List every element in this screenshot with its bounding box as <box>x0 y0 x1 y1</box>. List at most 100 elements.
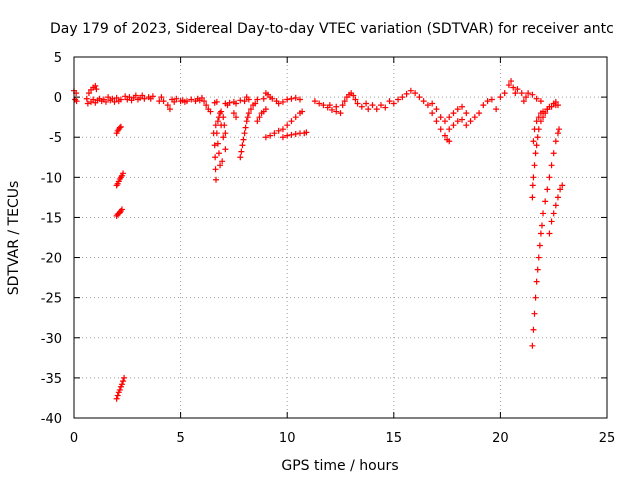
data-point <box>173 95 180 102</box>
data-point <box>505 82 512 89</box>
data-point <box>233 100 240 107</box>
data-point <box>213 98 220 105</box>
data-point <box>284 132 291 139</box>
data-point <box>241 130 248 137</box>
data-point <box>546 230 553 237</box>
data-point <box>544 106 551 113</box>
data-point <box>316 100 323 107</box>
data-point <box>212 176 219 183</box>
data-point <box>118 381 125 388</box>
data-point <box>73 98 80 105</box>
data-point <box>454 118 461 125</box>
data-point <box>296 96 303 103</box>
data-point <box>531 126 538 133</box>
data-point <box>326 102 333 109</box>
data-point <box>532 294 539 301</box>
data-point <box>352 96 359 103</box>
data-point <box>559 182 566 189</box>
y-tick-label: -15 <box>41 211 62 226</box>
data-point <box>218 122 225 129</box>
data-point <box>245 96 252 103</box>
y-tick-label: -25 <box>41 292 62 307</box>
data-point <box>188 96 195 103</box>
data-point <box>395 96 402 103</box>
data-point <box>132 92 139 99</box>
data-point <box>463 110 470 117</box>
data-point <box>441 118 448 125</box>
data-point <box>218 108 225 115</box>
data-point <box>358 103 365 110</box>
y-tick-label: -5 <box>49 131 62 146</box>
data-point <box>328 106 335 113</box>
data-point <box>508 78 515 85</box>
data-point <box>365 106 372 113</box>
data-point <box>166 106 173 113</box>
data-point <box>111 98 118 105</box>
data-point <box>535 114 542 121</box>
data-point <box>548 218 555 225</box>
data-point <box>529 342 536 349</box>
data-point <box>446 138 453 145</box>
data-point <box>102 98 109 105</box>
data-point <box>412 90 419 97</box>
data-point <box>279 98 286 105</box>
data-point <box>230 110 237 117</box>
data-point <box>214 140 221 147</box>
data-point <box>518 90 525 97</box>
data-point <box>546 174 553 181</box>
data-point <box>292 131 299 138</box>
data-point <box>437 126 444 133</box>
data-point <box>386 98 393 105</box>
data-point <box>450 110 457 117</box>
data-point <box>120 378 127 385</box>
data-point <box>239 142 246 149</box>
data-point <box>245 110 252 117</box>
data-point <box>416 94 423 101</box>
y-tick-label: 0 <box>54 91 62 106</box>
data-point <box>164 102 171 109</box>
data-point <box>459 116 466 123</box>
data-point <box>269 95 276 102</box>
data-point <box>160 98 167 105</box>
data-point <box>284 96 291 103</box>
data-point <box>463 122 470 129</box>
data-point <box>211 142 218 149</box>
data-point <box>203 102 210 109</box>
data-point <box>497 94 504 101</box>
data-point <box>241 98 248 105</box>
x-tick-label: 15 <box>386 431 403 446</box>
data-point <box>514 86 521 93</box>
data-point <box>424 102 431 109</box>
data-point <box>525 90 532 97</box>
x-tick-label: 10 <box>279 431 296 446</box>
data-point <box>529 194 536 201</box>
data-point <box>120 170 127 177</box>
data-point <box>557 186 564 193</box>
data-point <box>158 94 165 101</box>
data-point <box>341 98 348 105</box>
data-point <box>552 138 559 145</box>
data-point <box>171 98 178 105</box>
data-point <box>215 150 222 157</box>
data-point <box>554 194 561 201</box>
data-point <box>433 106 440 113</box>
y-tick-label: -30 <box>41 332 62 347</box>
data-point <box>284 122 291 129</box>
data-point <box>459 103 466 110</box>
data-point <box>373 106 380 113</box>
data-point <box>554 102 561 109</box>
data-point <box>531 162 538 169</box>
data-point <box>292 114 299 121</box>
data-point <box>275 127 282 134</box>
x-tick-label: 0 <box>70 431 78 446</box>
data-point <box>550 210 557 217</box>
data-point <box>212 154 219 161</box>
plot-frame <box>73 56 608 419</box>
data-point <box>446 126 453 133</box>
data-point <box>226 99 233 106</box>
data-point <box>113 395 120 402</box>
data-point <box>542 198 549 205</box>
data-point <box>544 186 551 193</box>
data-point <box>288 118 295 125</box>
data-points <box>71 78 566 402</box>
